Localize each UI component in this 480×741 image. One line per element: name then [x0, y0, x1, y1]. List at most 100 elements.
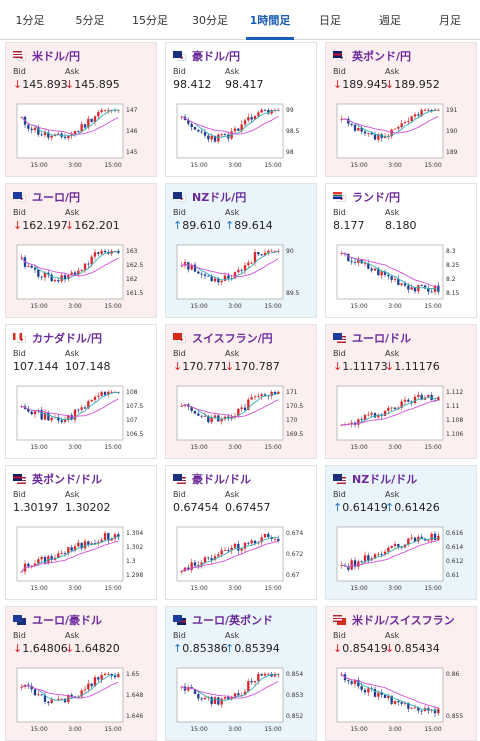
rate-card[interactable]: 英ポンド/ドル Bid Ask 1.30197 1.30202 1.304 1.302 1.3…	[5, 465, 157, 600]
candle-body	[37, 269, 40, 277]
candle-body	[27, 563, 30, 567]
pair-name[interactable]: 英ポンド/円	[352, 50, 412, 63]
candle-body	[47, 272, 50, 275]
tab-3[interactable]: 30分足	[192, 13, 228, 27]
candle-body	[220, 419, 223, 422]
tab-7[interactable]: 月足	[439, 13, 461, 27]
candle-body	[87, 541, 90, 546]
candle-body	[73, 130, 77, 135]
bid-label: Bid	[333, 208, 346, 217]
candle-body	[70, 415, 73, 420]
candle-body	[387, 695, 390, 698]
pair-name[interactable]: NZドル/ドル	[352, 473, 418, 486]
pair-name[interactable]: 豪ドル/円	[192, 50, 241, 63]
candlestick-chart[interactable]: 163 162.5 162 161.5 15:00 3:00 15:00	[13, 241, 151, 313]
tab-6[interactable]: 週足	[379, 13, 401, 27]
candle-body	[223, 134, 227, 135]
rate-card[interactable]: ユーロ/英ポンド Bid Ask ↑0.85386 ↑0.85394 0.854 0.853…	[165, 606, 317, 741]
candle-body	[210, 417, 213, 423]
candlestick-chart[interactable]: 0.674 0.672 0.67 15:00 3:00 15:00	[173, 523, 311, 595]
rate-card[interactable]: カナダドル/円 Bid Ask 107.144 107.148 108 107.5 107 10…	[5, 324, 157, 459]
candlestick-chart[interactable]: 108 107.5 107 106.5 15:00 3:00 15:00	[13, 382, 151, 454]
candle-body	[340, 253, 343, 255]
tab-5[interactable]: 日足	[319, 13, 341, 27]
candle-body	[213, 135, 217, 142]
x-tick-label: 15:00	[264, 585, 281, 592]
pair-name[interactable]: ユーロ/英ポンド	[192, 614, 274, 627]
candle-body	[360, 419, 363, 421]
candle-body	[40, 410, 43, 420]
candle-body	[200, 698, 203, 700]
tab-2[interactable]: 15分足	[132, 13, 168, 27]
rate-card[interactable]: ユーロ/豪ドル Bid Ask ↓1.64806 ↓1.64820 1.65 1.648 1.…	[5, 606, 157, 741]
rate-card[interactable]: 豪ドル/ドル Bid Ask 0.67454 0.67457 0.674 0.672 0.67…	[165, 465, 317, 600]
candle-body	[247, 262, 250, 266]
y-tick-label: 0.614	[446, 544, 463, 551]
candle-body	[243, 542, 247, 549]
pair-name[interactable]: ユーロ/ドル	[352, 332, 412, 345]
candle-body	[43, 695, 47, 702]
candle-body	[27, 265, 30, 267]
tab-0[interactable]: 1分足	[15, 13, 45, 27]
flag-icon	[333, 615, 346, 625]
pair-name[interactable]: スイスフラン/円	[192, 332, 273, 345]
pair-name[interactable]: 豪ドル/ドル	[192, 473, 252, 486]
candle-body	[383, 551, 387, 555]
pair-name[interactable]: 米ドル/円	[32, 50, 81, 63]
pair-name[interactable]: 英ポンド/ドル	[32, 473, 103, 486]
candle-body	[363, 131, 367, 134]
candle-body	[257, 112, 260, 117]
pair-name[interactable]: ユーロ/円	[32, 191, 81, 204]
candlestick-chart[interactable]: 0.616 0.614 0.612 0.61 15:00 3:00 15:00	[333, 523, 471, 595]
candlestick-chart[interactable]: 191 190 189 15:00 3:00 15:00	[333, 100, 471, 172]
candlestick-chart[interactable]: 147 146 145 15:00 3:00 15:00	[13, 100, 151, 172]
candlestick-chart[interactable]: 1.304 1.302 1.3 1.298 15:00 3:00 15:00	[13, 523, 151, 595]
chart-frame	[16, 526, 124, 582]
rate-card[interactable]: ユーロ/円 Bid Ask ↓162.197 ↓162.201 163 162.5 162 16…	[5, 183, 157, 318]
bid-price: 0.67454	[173, 501, 219, 514]
candle-body	[263, 673, 267, 676]
tab-4[interactable]: 1時間足	[240, 0, 300, 40]
candle-body	[73, 409, 77, 420]
bid-label: Bid	[333, 490, 346, 499]
candle-body	[230, 696, 233, 700]
pair-name[interactable]: カナダドル/円	[32, 332, 103, 345]
arrow-up-icon: ↑	[173, 642, 183, 655]
rate-card[interactable]: ユーロ/ドル Bid Ask ↓1.11173 ↓1.11176 1.112 1.11 1.1…	[325, 324, 477, 459]
rate-card[interactable]: NZドル/ドル Bid Ask ↑0.61419 ↑0.61426 0.616 0.614 0…	[325, 465, 477, 600]
tab-1[interactable]: 5分足	[75, 13, 105, 27]
candlestick-chart[interactable]: 0.854 0.853 0.852 15:00 3:00 15:00	[173, 664, 311, 736]
candle-body	[193, 562, 197, 566]
rate-card[interactable]: 豪ドル/円 Bid Ask 98.412 98.417 99 98.5 98 15:00 3:00…	[165, 42, 317, 177]
candlestick-chart[interactable]: 171 170.5 170 169.5 15:00 3:00 15:00	[173, 382, 311, 454]
candlestick-chart[interactable]: 99 98.5 98 15:00 3:00 15:00	[173, 100, 311, 172]
pair-name[interactable]: 米ドル/スイスフラン	[352, 614, 455, 627]
candle-body	[417, 394, 420, 397]
x-tick-label: 15:00	[190, 444, 207, 451]
candlestick-chart[interactable]: 8.3 8.25 8.2 8.15 15:00 3:00 15:00	[333, 241, 471, 313]
candle-body	[63, 698, 67, 703]
candlestick-chart[interactable]: 90 89.5 15:00 3:00 15:00	[173, 241, 311, 313]
arrow-down-icon: ↓	[13, 642, 23, 655]
candlestick-chart[interactable]: 1.112 1.11 1.108 1.106 15:00 3:00 15:00	[333, 382, 471, 454]
ask-price: ↓1.64820	[65, 642, 120, 655]
candlestick-chart[interactable]: 0.86 0.855 15:00 3:00 15:00	[333, 664, 471, 736]
pair-name[interactable]: NZドル/円	[192, 191, 247, 204]
rate-card[interactable]: 米ドル/円 Bid Ask ↓145.893 ↓145.895 147 146 145 15:0…	[5, 42, 157, 177]
chart-frame	[176, 244, 284, 300]
rate-card[interactable]: 米ドル/スイスフラン Bid Ask ↓0.85419 ↓0.85434 0.86 0.85…	[325, 606, 477, 741]
ma-short-line	[341, 109, 439, 138]
rate-card[interactable]: 英ポンド/円 Bid Ask ↓189.945 ↓189.952 191 190 189 15:…	[325, 42, 477, 177]
rate-card[interactable]: スイスフラン/円 Bid Ask ↓170.771 ↓170.787 171 170.5 17…	[165, 324, 317, 459]
arrow-down-icon: ↓	[65, 642, 75, 655]
candle-body	[217, 554, 220, 557]
rate-card[interactable]: ランド/円 Bid Ask 8.177 8.180 8.3 8.25 8.2 8.15 15:00…	[325, 183, 477, 318]
pair-name[interactable]: ランド/円	[352, 191, 401, 204]
pair-name[interactable]: ユーロ/豪ドル	[32, 614, 103, 627]
candle-body	[387, 274, 390, 277]
candlestick-chart[interactable]: 1.65 1.648 1.646 15:00 3:00 15:00	[13, 664, 151, 736]
rate-card[interactable]: NZドル/円 Bid Ask ↑89.610 ↑89.614 90 89.5 15:00 3:0…	[165, 183, 317, 318]
bid-label: Bid	[333, 67, 346, 76]
candle-body	[390, 129, 393, 137]
y-tick-label: 163	[126, 248, 138, 255]
